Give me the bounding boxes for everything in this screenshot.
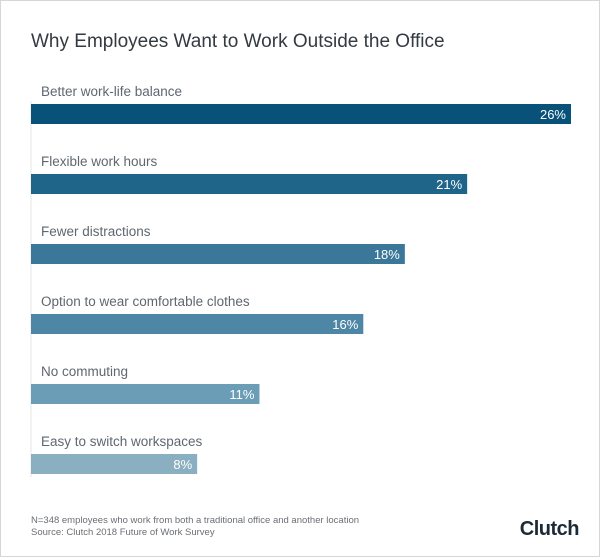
category-label: Option to wear comfortable clothes <box>41 294 250 309</box>
category-label: Easy to switch workspaces <box>41 434 203 449</box>
value-label: 16% <box>332 317 358 332</box>
value-label: 8% <box>173 457 192 472</box>
value-label: 26% <box>540 107 566 122</box>
bar <box>31 244 405 264</box>
bar <box>31 384 260 404</box>
category-label: Flexible work hours <box>41 154 158 169</box>
value-label: 21% <box>436 177 462 192</box>
category-label: Better work-life balance <box>41 84 182 99</box>
bar <box>31 104 571 124</box>
category-label: No commuting <box>41 364 128 379</box>
chart-title: Why Employees Want to Work Outside the O… <box>31 31 445 52</box>
source-note: Source: Clutch 2018 Future of Work Surve… <box>31 527 215 538</box>
bar <box>31 454 198 474</box>
value-label: 11% <box>229 387 254 402</box>
bar-chart: Better work-life balance 26% Flexible work… <box>30 84 571 477</box>
bar <box>31 314 364 334</box>
footnote: N=348 employees who work from both a tra… <box>31 515 359 539</box>
clutch-logo: Clutch <box>519 518 580 540</box>
category-label: Fewer distractions <box>41 224 151 239</box>
sample-note: N=348 employees who work from both a tra… <box>31 515 360 526</box>
bar <box>31 174 468 194</box>
value-label: 18% <box>374 247 400 262</box>
